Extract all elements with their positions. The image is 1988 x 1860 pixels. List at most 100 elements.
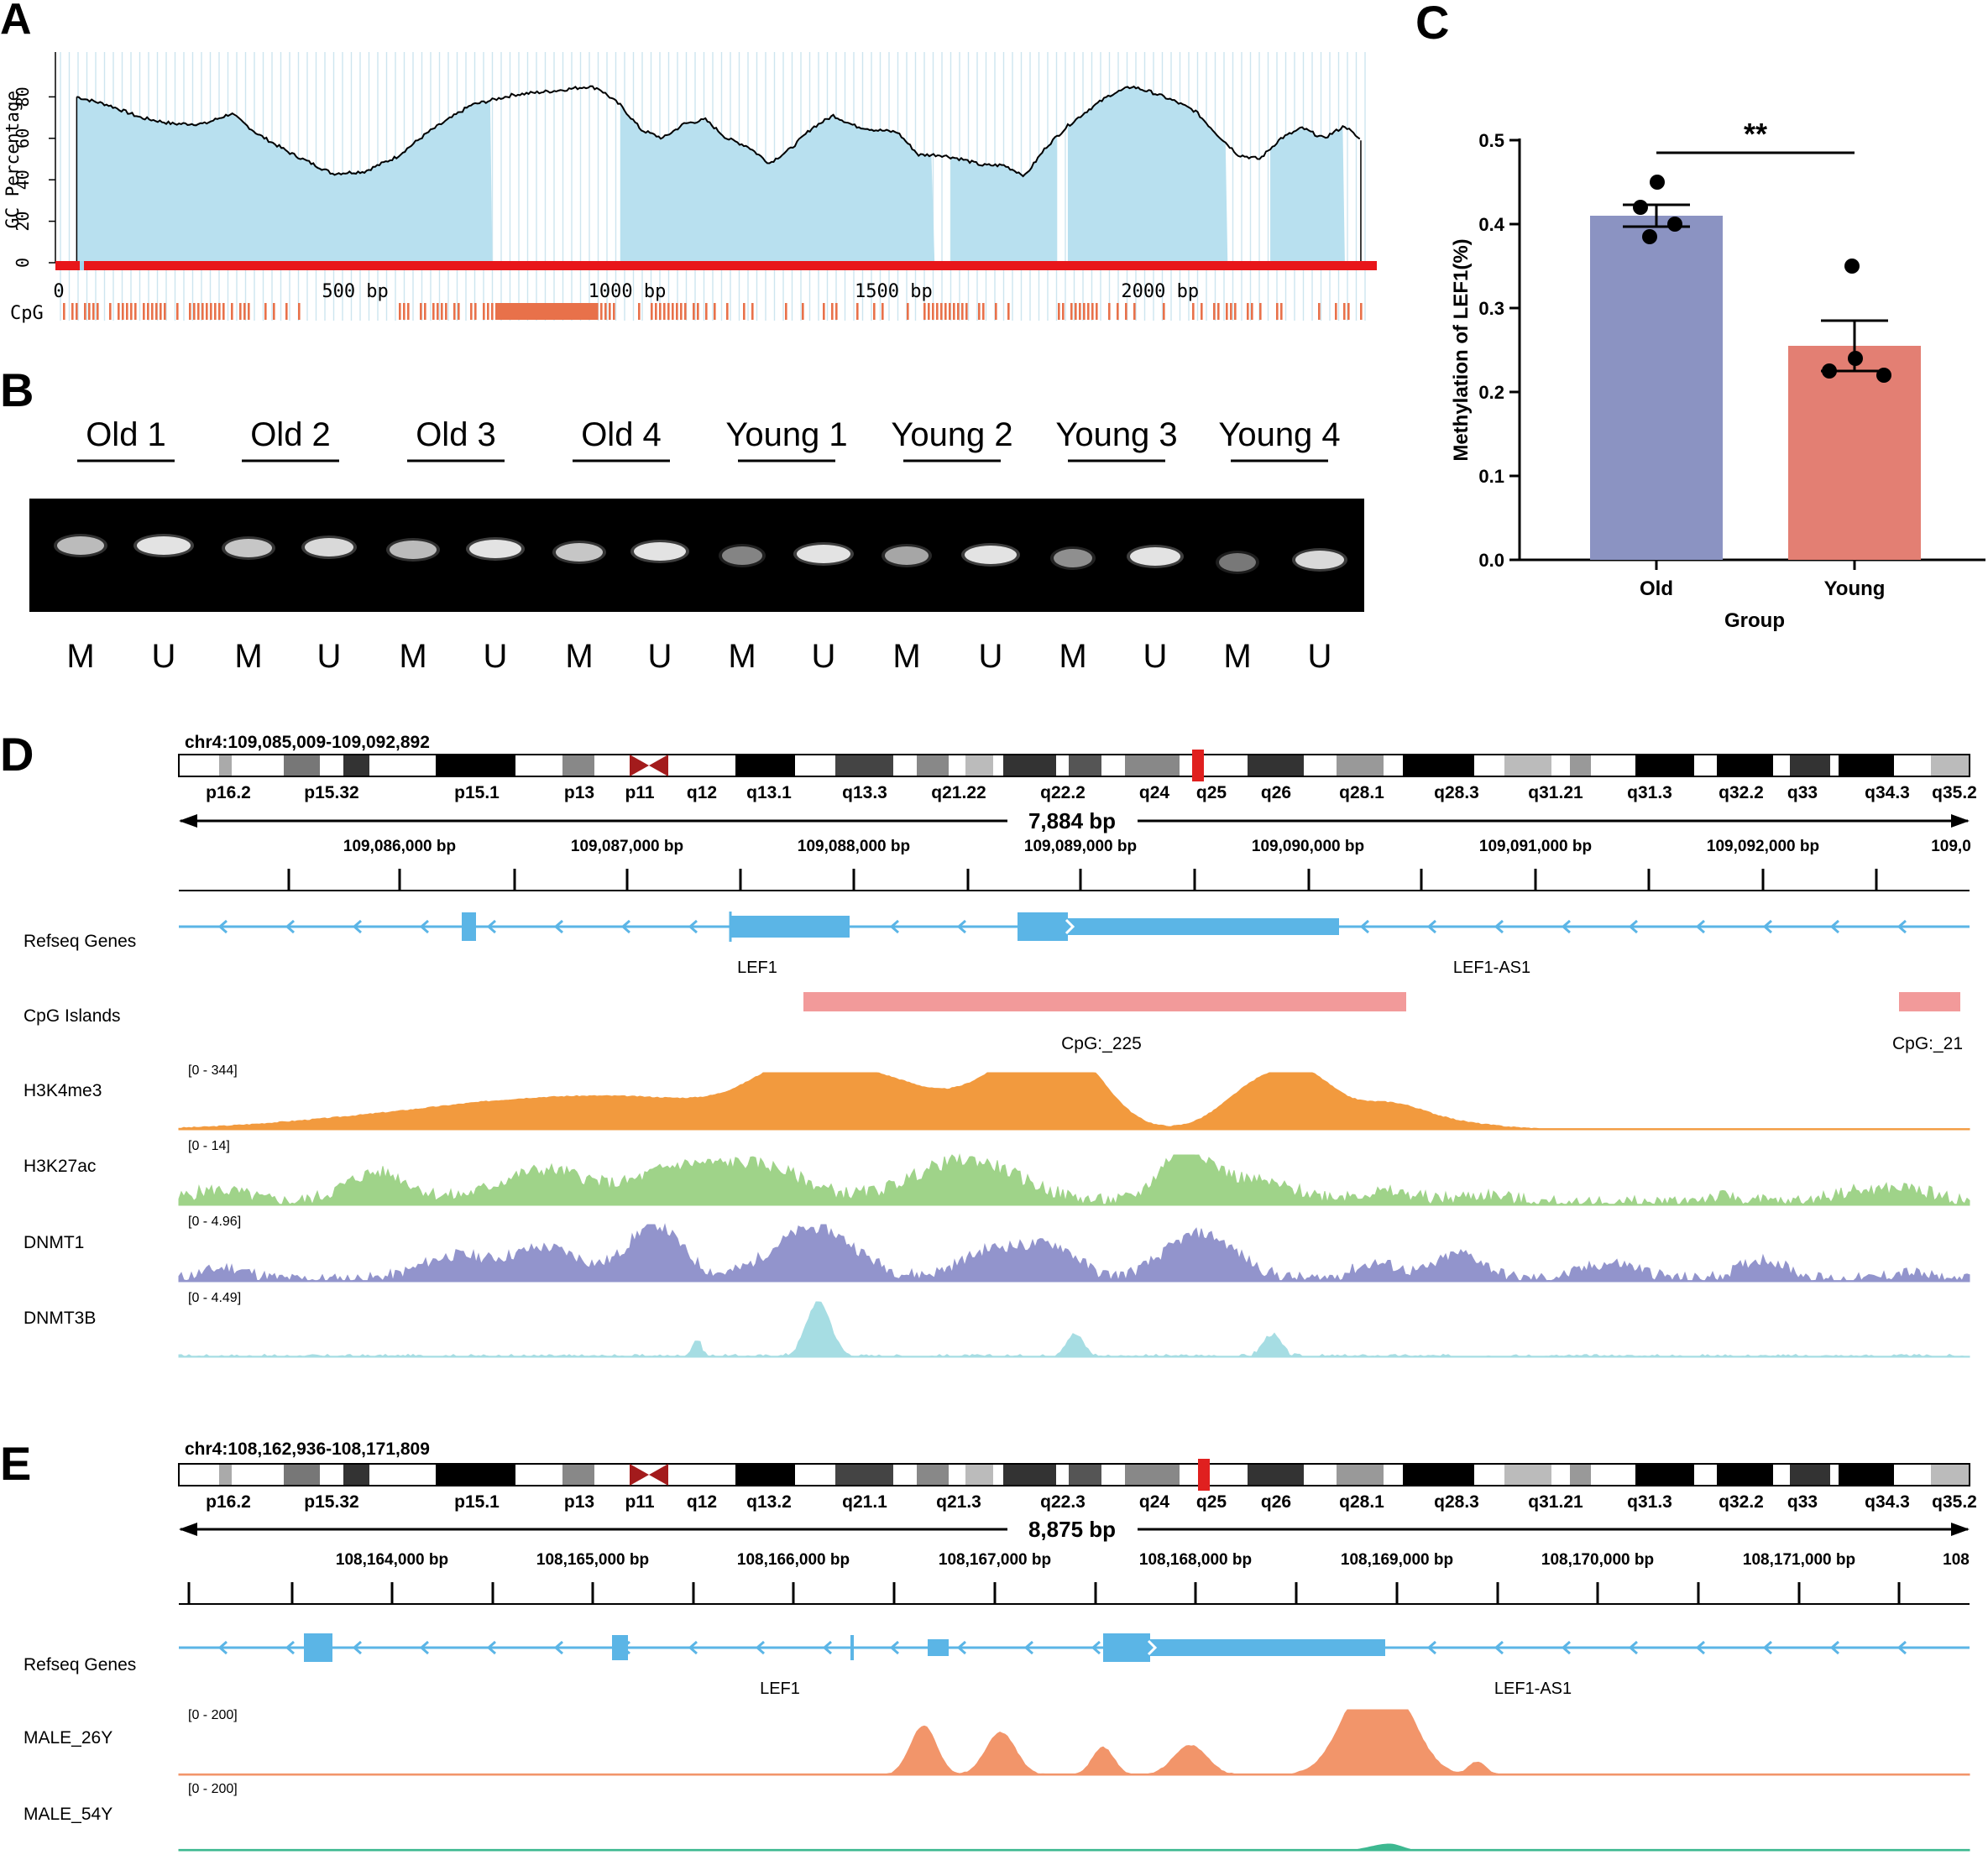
track-name: H3K27ac (24, 1157, 96, 1176)
bar-y-tick-label: 0.5 (1478, 130, 1504, 151)
cpg-island-label: CpG:_225 (1061, 1034, 1142, 1053)
gc-x-tick-label: 0 (53, 281, 64, 302)
ideogram-band (1635, 1465, 1694, 1485)
cpg-site (663, 303, 666, 320)
gel-band (1295, 551, 1344, 569)
strand-arrow (1561, 1640, 1571, 1655)
cpg-site (239, 303, 242, 320)
gc-y-tick-label: 80 (13, 86, 33, 107)
cpg-site (651, 303, 653, 320)
exon-arrow (1147, 1639, 1158, 1656)
band-name: q21.3 (936, 1492, 981, 1512)
strand-arrow (755, 1640, 765, 1655)
gel-band-glow (386, 538, 440, 562)
data-point (1848, 351, 1863, 366)
signal-dnmt3b (178, 1301, 1970, 1358)
gel-band (556, 543, 603, 562)
band-name: p11 (625, 1492, 654, 1512)
band-label: M (1059, 638, 1086, 675)
cpg-site (1125, 303, 1127, 320)
lane-label: Young 1 (725, 416, 847, 453)
strand-arrow (688, 1640, 698, 1655)
gel-band (469, 540, 521, 558)
gene-label-lef1: LEF1 (737, 959, 777, 977)
cpg-site (965, 303, 968, 320)
track-name: H3K4me3 (24, 1081, 102, 1100)
lane-label: Young 4 (1218, 416, 1340, 453)
ruler-coordinate: 108,170,000 bp (1541, 1551, 1654, 1569)
cpg-site (445, 303, 447, 320)
ideogram-band (735, 1465, 795, 1485)
lane-label: Young 3 (1055, 416, 1177, 453)
cpg-site (613, 303, 615, 320)
ideogram-band (1570, 1465, 1591, 1485)
band-name: p16.2 (206, 1492, 251, 1512)
cpg-site (785, 303, 787, 320)
cpg-site (201, 303, 204, 320)
band-name: q32.2 (1719, 783, 1764, 802)
ideogram-band (219, 1465, 232, 1485)
cpg-site (231, 303, 233, 320)
lane-label: Old 4 (581, 416, 662, 453)
cpg-island-label: CpG:_21 (1892, 1034, 1963, 1053)
cpg-site (705, 303, 708, 320)
cpg-site (76, 303, 78, 320)
ruler-coordinate: 108,169,000 bp (1341, 1551, 1453, 1569)
ideogram-band (343, 1465, 369, 1485)
band-name: q25 (1196, 783, 1227, 802)
band-name: q33 (1787, 783, 1818, 802)
cpg-site (1280, 303, 1283, 320)
gel-band-glow (552, 541, 606, 564)
ruler-coordinate: 108,166,000 bp (737, 1551, 850, 1569)
track-name: MALE_26Y (24, 1728, 112, 1748)
cpg-site (420, 303, 422, 320)
track-name: DNMT3B (24, 1309, 96, 1328)
gel-band-glow (1050, 546, 1096, 570)
strand-arrow (1762, 919, 1772, 934)
ruler-coordinate: 108,165,000 bp (536, 1551, 649, 1569)
cpg-site (659, 303, 662, 320)
cpg-site (285, 303, 288, 320)
ideogram-band (1069, 1465, 1101, 1485)
gel-band-glow (466, 537, 525, 561)
band-name: q31.21 (1528, 1492, 1583, 1512)
cpg-site (873, 303, 876, 320)
ideogram-band (1248, 1465, 1304, 1485)
cpg-site (399, 303, 401, 320)
cpg-site (487, 303, 489, 320)
band-name: q12 (687, 783, 717, 802)
cpg-site (126, 303, 128, 320)
cpg-site (470, 303, 473, 320)
ruler-coordinate: 109,088,000 bp (798, 838, 910, 855)
cpg-site (978, 303, 981, 320)
gel-band-glow (793, 542, 854, 566)
ideogram-band (1839, 755, 1894, 776)
panel-label-a: A (0, 0, 32, 44)
strand-arrow (822, 1640, 832, 1655)
bar-y-tick-label: 0.4 (1478, 214, 1504, 235)
cpg-site (714, 303, 716, 320)
ideogram-band (1003, 1465, 1056, 1485)
strand-arrow (217, 919, 228, 934)
exon-arrow (1065, 918, 1075, 935)
sequence-bar (55, 261, 1377, 270)
band-label: U (484, 638, 508, 675)
cpg-site (118, 303, 120, 320)
cpg-site (1133, 303, 1136, 320)
cpg-site (856, 303, 859, 320)
cpg-site (1247, 303, 1249, 320)
data-point (1650, 175, 1665, 190)
exon (1103, 1633, 1150, 1662)
cpg-site (743, 303, 746, 320)
band-label: M (1223, 638, 1251, 675)
band-name: p16.2 (206, 783, 251, 802)
gel-band-glow (1216, 551, 1259, 574)
bar-y-tick-label: 0.2 (1478, 382, 1504, 403)
bar-category-label: Young (1824, 577, 1886, 600)
band-name: q22.2 (1040, 783, 1086, 802)
track-name: MALE_54Y (24, 1805, 112, 1824)
strand-arrow (1695, 919, 1705, 934)
gc-y-tick-label: 60 (13, 128, 33, 149)
gel-band (965, 546, 1017, 564)
